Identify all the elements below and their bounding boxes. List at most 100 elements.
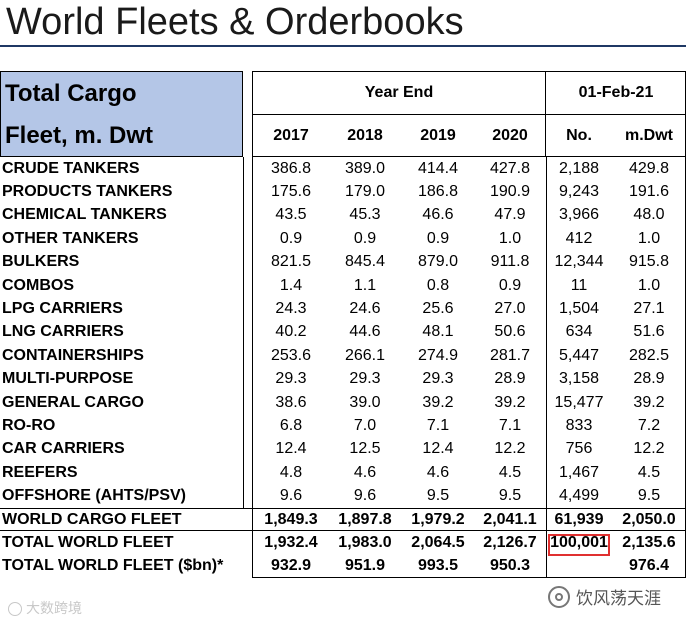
cell-v2020: 911.8 xyxy=(490,253,530,271)
cell-v2019: 25.6 xyxy=(422,300,454,318)
cell-no: 4,499 xyxy=(558,487,600,505)
cell-no: 11 xyxy=(570,276,588,294)
cell-v2018: 845.4 xyxy=(344,253,386,271)
cell-v2018: 7.0 xyxy=(353,417,377,435)
year-2017-header: 2017 xyxy=(273,126,309,144)
cell-v2018: 0.9 xyxy=(353,229,377,247)
cell-v2019: 879.0 xyxy=(417,253,459,271)
cell-v2019: 48.1 xyxy=(422,323,454,341)
cell-v2020: 9.5 xyxy=(498,487,522,505)
cell-v2020: 1.0 xyxy=(498,229,522,247)
header-label-line2: Fleet, m. Dwt xyxy=(5,122,154,149)
cell-v2018: 266.1 xyxy=(344,346,386,364)
row-label: CAR CARRIERS xyxy=(2,440,125,458)
cell-no: 3,966 xyxy=(558,206,600,224)
rows-row: COMBOS 1.4 1.1 0.8 0.9 11 1.0 xyxy=(0,274,686,297)
rows-row: GENERAL CARGO 38.6 39.0 39.2 39.2 15,477 39.2 xyxy=(0,391,686,414)
cell-mdwt: 28.9 xyxy=(633,370,665,388)
cell-mdwt: 51.6 xyxy=(633,323,665,341)
cell-v2017: 175.6 xyxy=(270,183,312,201)
rows-row: OTHER TANKERS 0.9 0.9 0.9 1.0 412 1.0 xyxy=(0,227,686,250)
cell-v2018: 45.3 xyxy=(349,206,381,224)
rows-row: RO-RO 6.8 7.0 7.1 7.1 833 7.2 xyxy=(0,414,686,437)
totals-row: TOTAL WORLD FLEET 1,932.4 1,983.0 2,064.5 2,… xyxy=(0,531,686,554)
cell-no: 100,001 xyxy=(550,533,608,551)
page-title: World Fleets & Orderbooks xyxy=(6,1,464,43)
cell-v2017: 253.6 xyxy=(270,346,312,364)
cell-v2017: 29.3 xyxy=(275,370,307,388)
cell-v2020: 950.3 xyxy=(489,557,531,575)
cell-v2018: 951.9 xyxy=(344,557,386,575)
rows-row: LNG CARRIERS 40.2 44.6 48.1 50.6 634 51.6 xyxy=(0,321,686,344)
cell-no: 2,188 xyxy=(558,159,600,177)
cell-v2020: 4.5 xyxy=(498,463,522,481)
row-label: LPG CARRIERS xyxy=(2,300,123,318)
cell-v2020: 50.6 xyxy=(494,323,526,341)
cell-v2017: 6.8 xyxy=(279,417,303,435)
cell-v2020: 2,041.1 xyxy=(483,510,537,528)
cell-v2017: 1,849.3 xyxy=(264,510,318,528)
year-2019-header: 2019 xyxy=(420,126,456,144)
row-label: PRODUCTS TANKERS xyxy=(2,183,173,201)
totals-row: WORLD CARGO FLEET 1,849.3 1,897.8 1,979.2 2,… xyxy=(0,508,686,531)
wechat-logo-icon xyxy=(548,585,570,608)
cell-no xyxy=(548,555,610,578)
header-divider xyxy=(252,114,686,115)
watermark-left: 大数跨境 xyxy=(8,598,82,618)
date-left-border xyxy=(546,157,547,577)
cell-mdwt: 282.5 xyxy=(628,346,670,364)
cell-no: 412 xyxy=(565,229,593,247)
row-label: CRUDE TANKERS xyxy=(2,159,140,177)
cell-v2019: 274.9 xyxy=(417,346,459,364)
cell-v2017: 40.2 xyxy=(275,323,307,341)
cell-v2018: 1.1 xyxy=(353,276,377,294)
cell-v2019: 2,064.5 xyxy=(411,533,465,551)
cell-no: 1,504 xyxy=(558,300,600,318)
cell-v2020: 7.1 xyxy=(498,417,522,435)
highlight-box xyxy=(548,534,610,556)
cell-v2017: 43.5 xyxy=(275,206,307,224)
totals-row: TOTAL WORLD FLEET ($bn)* 932.9 951.9 993.5 9… xyxy=(0,555,686,578)
cell-no: 756 xyxy=(565,440,593,458)
rows-row: BULKERS 821.5 845.4 879.0 911.8 12,344 915.8 xyxy=(0,251,686,274)
row-label: CHEMICAL TANKERS xyxy=(2,206,167,224)
row-label: RO-RO xyxy=(2,417,56,435)
cell-mdwt: 1.0 xyxy=(637,276,661,294)
mdwt-header: m.Dwt xyxy=(625,126,673,144)
rows-row: CHEMICAL TANKERS 43.5 45.3 46.6 47.9 3,966 48.… xyxy=(0,204,686,227)
cell-mdwt: 2,050.0 xyxy=(622,510,676,528)
cell-v2017: 386.8 xyxy=(270,159,312,177)
row-label: BULKERS xyxy=(2,253,80,271)
cell-v2018: 1,983.0 xyxy=(338,533,392,551)
cell-v2017: 12.4 xyxy=(275,440,307,458)
header-label-box: Total Cargo Fleet, m. Dwt xyxy=(0,71,243,157)
row-label: OFFSHORE (AHTS/PSV) xyxy=(2,487,187,505)
cell-no: 1,467 xyxy=(558,463,600,481)
cell-v2018: 44.6 xyxy=(349,323,381,341)
cell-mdwt: 48.0 xyxy=(633,206,665,224)
cell-no: 833 xyxy=(565,417,593,435)
cell-v2019: 12.4 xyxy=(422,440,454,458)
totals-top-border xyxy=(0,508,686,509)
cell-v2018: 179.0 xyxy=(344,183,386,201)
cell-v2017: 1,932.4 xyxy=(264,533,318,551)
label-col-border xyxy=(243,157,244,508)
watermark-left-text: 大数跨境 xyxy=(26,600,82,616)
cell-mdwt: 1.0 xyxy=(637,229,661,247)
date-label: 01-Feb-21 xyxy=(578,83,654,101)
row-label: GENERAL CARGO xyxy=(2,393,144,411)
cell-no: 3,158 xyxy=(558,370,600,388)
total-world-top-border xyxy=(0,530,686,531)
cell-mdwt: 191.6 xyxy=(628,183,670,201)
cell-v2020: 47.9 xyxy=(494,206,526,224)
watermark-right: 饮风荡天涯 xyxy=(548,584,661,609)
rows-row: MULTI-PURPOSE 29.3 29.3 29.3 28.9 3,158 28.9 xyxy=(0,368,686,391)
rows-row: REEFERS 4.8 4.6 4.6 4.5 1,467 4.5 xyxy=(0,461,686,484)
row-label: TOTAL WORLD FLEET ($bn)* xyxy=(2,557,224,575)
cell-mdwt: 7.2 xyxy=(637,417,661,435)
cell-v2017: 38.6 xyxy=(275,393,307,411)
year-2018-header: 2018 xyxy=(347,126,383,144)
row-label: COMBOS xyxy=(2,276,74,294)
years-left-border xyxy=(252,157,253,577)
year-end-label: Year End xyxy=(364,83,434,101)
